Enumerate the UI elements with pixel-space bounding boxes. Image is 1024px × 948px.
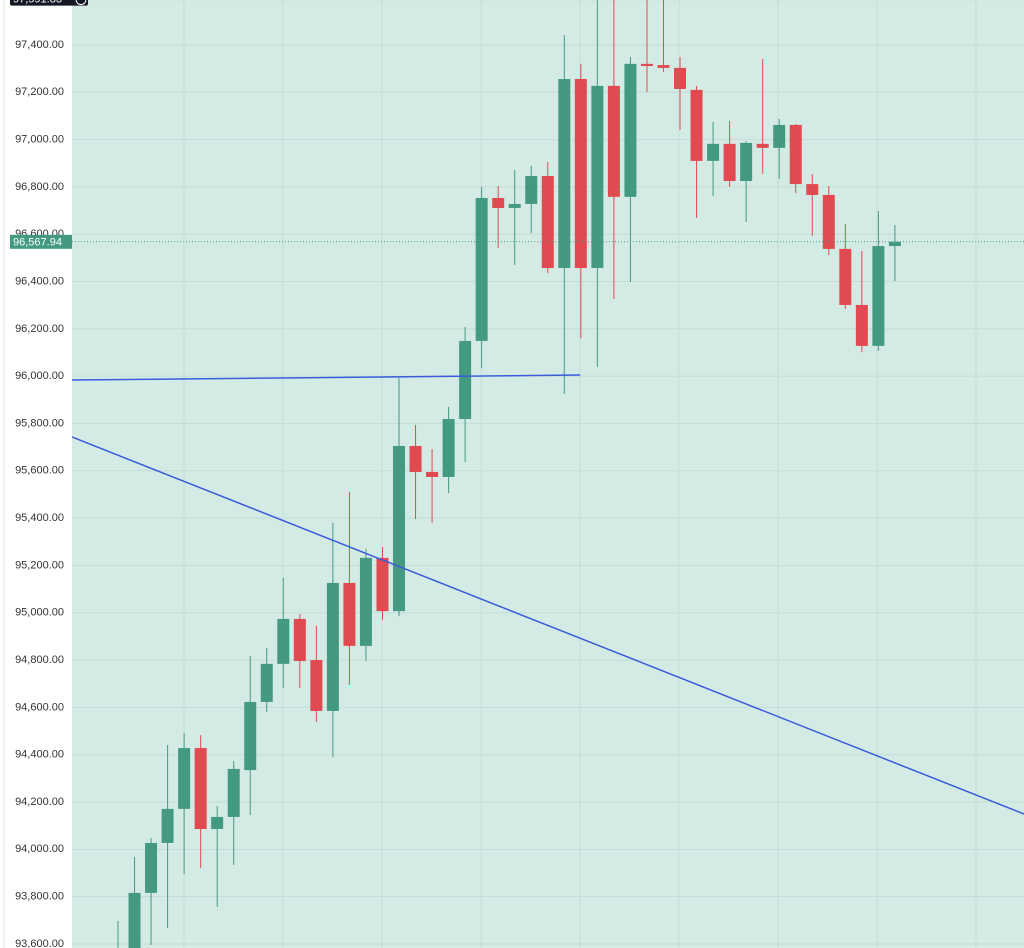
candle-body bbox=[723, 143, 736, 181]
candle-body bbox=[740, 142, 753, 181]
price-axis-panel bbox=[0, 0, 72, 948]
candle-body bbox=[806, 184, 819, 195]
y-tick-label: 95,200.00 bbox=[15, 559, 64, 571]
candle-body bbox=[789, 124, 802, 185]
trend-line[interactable] bbox=[72, 436, 1024, 815]
candle-body bbox=[178, 748, 191, 809]
y-tick-label: 96,800.00 bbox=[15, 181, 64, 193]
drawings bbox=[72, 374, 1024, 815]
y-tick-label: 94,400.00 bbox=[15, 749, 64, 761]
candle-body bbox=[707, 143, 720, 161]
candle-body bbox=[277, 618, 290, 664]
y-tick-label: 95,600.00 bbox=[15, 465, 64, 477]
candle-body bbox=[492, 198, 505, 208]
candle-body bbox=[161, 808, 174, 843]
candle-body bbox=[756, 143, 769, 148]
candle-body bbox=[674, 67, 687, 89]
y-tick-label: 94,200.00 bbox=[15, 796, 64, 808]
y-tick-label: 97,200.00 bbox=[15, 86, 64, 98]
candle-body bbox=[409, 445, 422, 472]
candle-body bbox=[145, 842, 158, 893]
candle-body bbox=[541, 176, 554, 269]
y-tick-label: 95,800.00 bbox=[15, 417, 64, 429]
candle-body bbox=[393, 445, 406, 612]
candle-body bbox=[773, 124, 786, 148]
y-tick-label: 97,400.00 bbox=[15, 39, 64, 51]
candle-body bbox=[640, 63, 653, 67]
candle-body bbox=[326, 582, 339, 711]
candle-body bbox=[872, 246, 885, 346]
crosshair-label: 97,591.83 bbox=[13, 0, 62, 5]
y-tick-label: 94,600.00 bbox=[15, 701, 64, 713]
candle-body bbox=[310, 660, 323, 711]
plot-background bbox=[72, 0, 1024, 948]
candle-body bbox=[426, 471, 439, 477]
candle-body bbox=[459, 340, 472, 419]
candle-body bbox=[227, 768, 240, 817]
candle-body bbox=[128, 892, 141, 948]
candle-body bbox=[888, 241, 901, 247]
price-axis: 93,600.00 93,800.00 94,000.00 94,200.00 94,4… bbox=[10, 0, 88, 948]
last-price-badge bbox=[10, 234, 72, 249]
candle-body bbox=[194, 748, 207, 829]
candle-body bbox=[690, 89, 703, 161]
y-tick-label: 93,600.00 bbox=[15, 938, 64, 948]
y-tick-label: 95,400.00 bbox=[15, 512, 64, 524]
grid bbox=[72, 0, 1024, 948]
y-tick-label: 93,800.00 bbox=[15, 891, 64, 903]
candle-body bbox=[211, 816, 224, 829]
trend-line[interactable] bbox=[72, 374, 581, 381]
candle-body bbox=[855, 304, 868, 346]
candle-body bbox=[475, 198, 488, 341]
candle-body bbox=[293, 618, 306, 662]
candle-body bbox=[442, 418, 455, 477]
candle-body bbox=[359, 557, 372, 646]
last-price-label: 96,567.94 bbox=[13, 237, 62, 249]
y-tick-label: 97,000.00 bbox=[15, 133, 64, 145]
y-tick-label: 94,800.00 bbox=[15, 654, 64, 666]
candle-body bbox=[376, 557, 389, 612]
candle-body bbox=[508, 203, 521, 208]
candle-body bbox=[574, 79, 587, 269]
candle-body bbox=[260, 663, 273, 702]
candle-body bbox=[525, 176, 538, 204]
candle-body bbox=[244, 701, 257, 771]
candles bbox=[72, 0, 1024, 948]
candle-body bbox=[822, 194, 835, 249]
candle-body bbox=[657, 65, 670, 68]
candle-body bbox=[558, 79, 571, 269]
candle-body bbox=[624, 63, 637, 197]
y-tick-label: 96,400.00 bbox=[15, 275, 64, 287]
crosshair-badge bbox=[10, 0, 88, 6]
candle-body bbox=[343, 582, 356, 646]
y-tick-label: 96,200.00 bbox=[15, 323, 64, 335]
add-alert-button[interactable] bbox=[75, 0, 87, 6]
y-tick-label: 94,000.00 bbox=[15, 843, 64, 855]
candle-body bbox=[591, 85, 604, 269]
candle-body bbox=[839, 248, 852, 305]
candle-body bbox=[607, 85, 620, 197]
y-tick-label: 96,000.00 bbox=[15, 370, 64, 382]
y-tick-label: 95,000.00 bbox=[15, 607, 64, 619]
